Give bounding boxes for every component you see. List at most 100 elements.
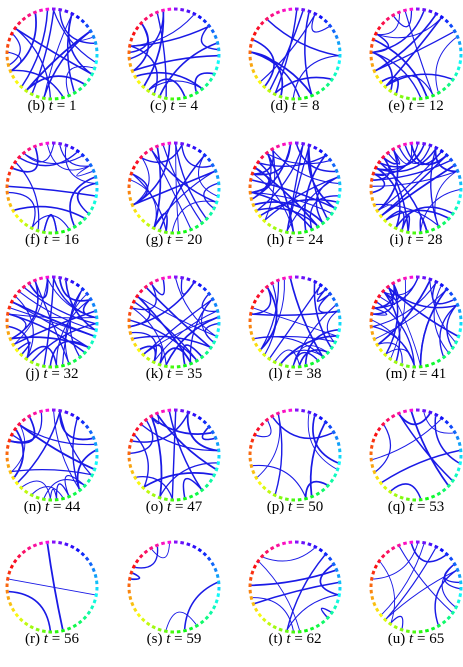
node-marker: [14, 295, 16, 298]
node-marker: [155, 280, 158, 281]
node-marker: [217, 175, 218, 178]
node-marker: [12, 608, 14, 611]
node-marker: [193, 281, 196, 283]
node-marker: [23, 551, 26, 553]
node-marker: [392, 14, 395, 16]
panel-label: (s): [147, 631, 163, 647]
node-marker: [253, 470, 254, 473]
node-marker: [339, 593, 340, 596]
node-marker: [39, 278, 42, 279]
node-marker: [254, 300, 256, 303]
node-marker: [458, 67, 459, 70]
node-marker: [459, 41, 460, 44]
node-marker: [28, 282, 31, 284]
edge-group: [9, 11, 95, 98]
node-marker: [250, 312, 251, 315]
panel-caption: (o) t = 47: [110, 498, 238, 516]
node-marker: [25, 90, 28, 92]
node-marker: [455, 341, 457, 344]
edge-chord: [134, 158, 149, 204]
node-marker: [131, 439, 132, 442]
edge-group: [252, 11, 339, 98]
node-marker: [336, 568, 337, 571]
node-marker: [452, 212, 454, 215]
node-marker: [334, 606, 336, 609]
node-marker: [458, 201, 459, 204]
node-marker: [338, 41, 339, 44]
edge-chord: [10, 34, 20, 64]
node-marker: [380, 349, 382, 352]
time-symbol: t: [167, 499, 171, 515]
node-marker: [255, 476, 257, 479]
edge-chord: [293, 56, 338, 98]
node-marker: [257, 27, 259, 30]
node-marker: [131, 38, 132, 41]
node-marker: [314, 147, 317, 149]
edge-group: [373, 145, 460, 232]
node-marker: [392, 282, 395, 284]
node-marker: [375, 32, 377, 35]
time-symbol: t: [286, 631, 290, 647]
node-marker: [208, 25, 210, 28]
node-marker: [450, 25, 452, 28]
node-marker: [201, 88, 204, 90]
node-marker: [389, 623, 392, 625]
node-marker: [138, 81, 140, 84]
node-marker: [94, 201, 95, 204]
node-marker: [134, 75, 136, 78]
node-marker: [155, 12, 158, 13]
node-marker: [136, 560, 138, 563]
edge-chord: [376, 425, 391, 471]
node-marker: [147, 491, 150, 493]
node-marker: [273, 227, 276, 229]
node-marker: [301, 542, 304, 543]
node-marker: [65, 145, 68, 146]
node-marker: [452, 611, 454, 614]
node-marker: [329, 293, 331, 296]
node-marker: [81, 421, 84, 423]
node-marker: [336, 436, 337, 439]
node-marker: [18, 156, 20, 159]
node-marker: [140, 156, 142, 159]
node-marker: [324, 421, 327, 423]
node-marker: [387, 419, 390, 421]
node-marker: [257, 295, 259, 298]
edge-chord: [16, 163, 38, 229]
edge-chord: [25, 145, 54, 162]
node-marker: [263, 354, 266, 356]
node-marker: [457, 568, 458, 571]
panel-caption: (t) t = 62: [231, 630, 359, 648]
node-marker: [86, 159, 88, 162]
panel-label: (f): [25, 232, 40, 248]
equals-sign: =: [57, 98, 65, 114]
node-marker: [333, 30, 335, 33]
node-marker: [376, 476, 378, 479]
panel-caption: (j) t = 32: [0, 365, 116, 383]
equals-sign: =: [296, 232, 304, 248]
node-marker: [251, 197, 252, 200]
node-marker: [337, 201, 338, 204]
node-marker: [440, 16, 443, 18]
node-marker: [271, 415, 274, 417]
node-marker: [339, 60, 340, 63]
node-marker: [81, 154, 84, 156]
node-marker: [261, 423, 263, 426]
equals-sign: =: [175, 366, 183, 382]
edge-chord: [252, 570, 336, 585]
node-marker: [10, 337, 11, 340]
node-marker: [193, 13, 196, 15]
node-marker: [324, 288, 327, 290]
node-marker: [250, 577, 251, 580]
node-marker: [130, 197, 131, 200]
node-marker: [322, 356, 325, 358]
node-marker: [145, 18, 148, 20]
edge-chord: [386, 570, 456, 618]
node-marker: [336, 169, 337, 172]
chord-panel: (s) t = 59: [124, 537, 224, 667]
chord-diagram: [2, 537, 102, 637]
equals-sign: =: [417, 631, 425, 647]
node-marker: [338, 175, 339, 178]
edge-chord: [321, 608, 330, 616]
time-value: 4: [191, 98, 199, 114]
node-marker: [301, 277, 304, 278]
